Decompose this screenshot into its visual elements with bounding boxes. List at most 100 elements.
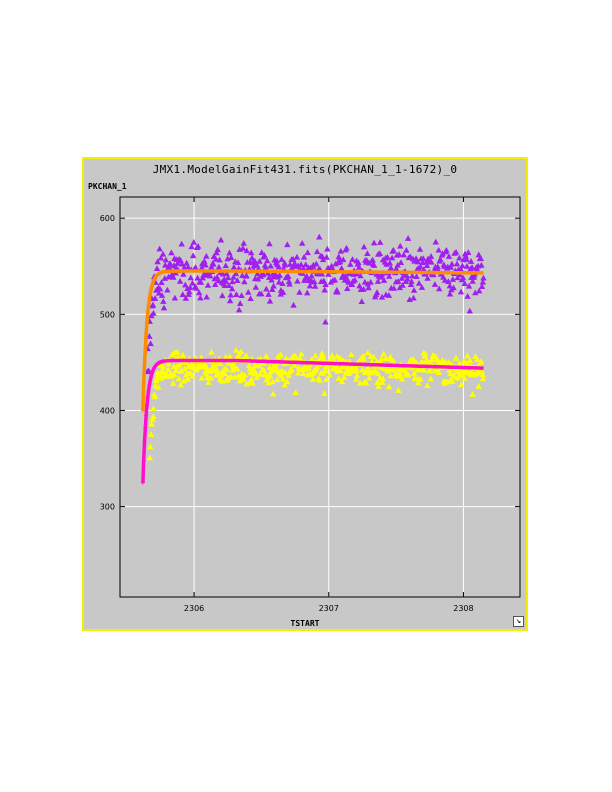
data-point-series-1 bbox=[380, 277, 388, 283]
data-point-series-1 bbox=[278, 256, 285, 262]
data-point-series-1 bbox=[395, 251, 403, 257]
data-point-series-3 bbox=[169, 380, 177, 386]
data-point-series-1 bbox=[180, 270, 187, 277]
data-point-series-3 bbox=[461, 374, 468, 381]
data-point-series-1 bbox=[266, 240, 273, 247]
data-point-series-1 bbox=[234, 277, 241, 283]
x-tick-label: 2307 bbox=[319, 604, 339, 613]
data-point-series-1 bbox=[328, 262, 335, 269]
fit-marker-series-4 bbox=[143, 425, 148, 430]
fit-marker-series-2 bbox=[143, 345, 148, 350]
data-point-series-1 bbox=[156, 245, 163, 252]
data-point-series-1 bbox=[157, 254, 165, 261]
data-point-series-1 bbox=[409, 272, 416, 279]
data-point-series-3 bbox=[405, 371, 412, 378]
data-point-series-1 bbox=[414, 258, 422, 265]
y-tick-label: 600 bbox=[100, 214, 115, 223]
data-point-series-3 bbox=[184, 375, 192, 382]
data-point-series-3 bbox=[474, 356, 481, 362]
data-point-series-3 bbox=[217, 360, 224, 367]
data-point-series-3 bbox=[323, 376, 330, 382]
data-point-series-1 bbox=[355, 263, 363, 270]
data-point-series-1 bbox=[395, 278, 402, 284]
data-point-series-1 bbox=[289, 255, 297, 262]
data-point-series-3 bbox=[176, 361, 183, 368]
data-point-series-1 bbox=[176, 277, 184, 284]
data-point-series-1 bbox=[385, 292, 393, 298]
fit-marker-series-2 bbox=[161, 269, 166, 274]
data-point-series-1 bbox=[241, 278, 248, 285]
resize-arrow-icon[interactable]: ↘ bbox=[513, 616, 524, 627]
data-point-series-3 bbox=[178, 367, 185, 374]
data-point-series-1 bbox=[468, 264, 476, 270]
data-point-series-3 bbox=[207, 374, 215, 381]
data-point-series-3 bbox=[348, 351, 355, 358]
data-point-series-3 bbox=[181, 365, 188, 372]
data-point-series-3 bbox=[252, 370, 260, 377]
data-point-series-3 bbox=[308, 356, 315, 362]
data-point-series-1 bbox=[365, 284, 372, 291]
data-point-series-1 bbox=[324, 245, 331, 252]
data-point-series-1 bbox=[313, 248, 321, 255]
data-point-series-1 bbox=[189, 279, 196, 286]
data-point-series-1 bbox=[247, 249, 255, 256]
data-point-series-3 bbox=[213, 365, 220, 372]
data-point-series-1 bbox=[233, 291, 240, 297]
data-point-series-1 bbox=[195, 289, 203, 296]
data-point-series-1 bbox=[183, 259, 190, 266]
data-point-series-1 bbox=[161, 275, 169, 281]
data-point-series-1 bbox=[311, 283, 319, 289]
data-point-series-1 bbox=[461, 280, 468, 286]
fit-line-series-4 bbox=[141, 358, 484, 483]
data-point-series-1 bbox=[386, 259, 394, 266]
data-point-series-3 bbox=[353, 375, 360, 382]
data-point-series-1 bbox=[465, 282, 473, 289]
data-point-series-1 bbox=[186, 284, 194, 291]
data-point-series-1 bbox=[261, 251, 268, 258]
data-point-series-1 bbox=[178, 260, 186, 267]
data-point-series-3 bbox=[165, 360, 172, 367]
data-point-series-1 bbox=[227, 254, 235, 261]
data-point-series-3 bbox=[172, 367, 180, 373]
data-point-series-3 bbox=[334, 364, 342, 371]
data-point-series-3 bbox=[375, 383, 382, 389]
data-point-series-1 bbox=[304, 289, 311, 296]
data-point-series-1 bbox=[447, 264, 455, 270]
data-point-series-1 bbox=[256, 258, 263, 264]
data-point-series-3 bbox=[466, 357, 474, 363]
data-point-series-3 bbox=[322, 367, 329, 374]
data-point-series-1 bbox=[342, 272, 349, 279]
data-point-series-3 bbox=[279, 375, 287, 382]
data-point-series-1 bbox=[464, 293, 471, 299]
data-point-series-1 bbox=[263, 285, 270, 292]
data-point-series-1 bbox=[269, 286, 276, 292]
fit-marker-series-2 bbox=[151, 279, 156, 284]
data-point-series-1 bbox=[308, 272, 315, 279]
data-point-series-1 bbox=[267, 262, 274, 269]
data-point-series-1 bbox=[387, 264, 395, 271]
data-point-series-3 bbox=[458, 381, 465, 388]
data-point-series-3 bbox=[417, 375, 424, 382]
data-point-series-1 bbox=[153, 265, 161, 272]
data-point-series-1 bbox=[197, 279, 205, 285]
fit-marker-series-2 bbox=[144, 331, 149, 336]
data-point-series-1 bbox=[463, 263, 471, 269]
data-point-series-1 bbox=[262, 264, 269, 271]
data-point-series-3 bbox=[164, 366, 172, 373]
data-point-series-1 bbox=[281, 261, 289, 268]
data-point-series-1 bbox=[247, 295, 254, 302]
data-point-series-1 bbox=[293, 253, 301, 260]
data-point-series-3 bbox=[269, 390, 277, 397]
data-point-series-1 bbox=[453, 260, 461, 267]
data-point-series-1 bbox=[331, 276, 339, 283]
data-point-series-1 bbox=[469, 277, 476, 284]
data-point-series-1 bbox=[364, 280, 372, 287]
data-point-series-1 bbox=[445, 253, 453, 259]
data-point-series-1 bbox=[285, 273, 292, 280]
fit-marker-series-4 bbox=[149, 371, 154, 376]
data-point-series-1 bbox=[150, 309, 157, 316]
data-point-series-1 bbox=[265, 291, 272, 297]
fit-marker-series-2 bbox=[145, 311, 150, 316]
fit-marker-series-2 bbox=[146, 303, 151, 308]
data-point-series-1 bbox=[325, 270, 332, 277]
